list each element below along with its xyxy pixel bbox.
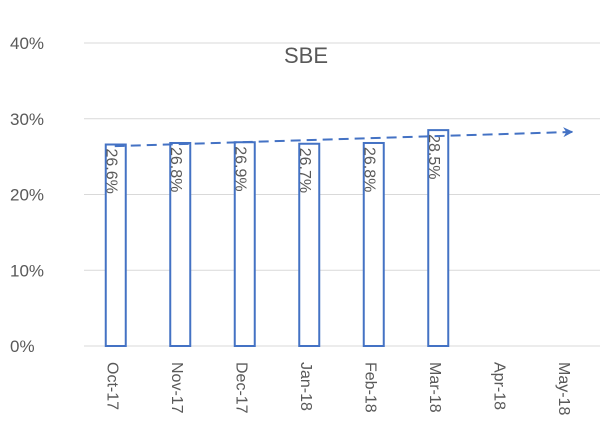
bar (298, 142, 321, 347)
bar (427, 129, 450, 347)
data-label: 26.8% (167, 147, 184, 192)
bar (362, 141, 385, 347)
y-tick-label: 0% (10, 337, 35, 356)
x-tick-label: Jan-18 (297, 362, 314, 411)
gridlines (84, 42, 600, 347)
x-tick-label: Mar-18 (426, 362, 443, 413)
data-label: 26.8% (361, 147, 378, 192)
y-tick-label: 10% (10, 261, 44, 280)
data-label: 26.7% (296, 148, 313, 193)
data-label: 26.6% (103, 149, 120, 194)
bar (169, 141, 192, 347)
y-tick-label: 40% (10, 34, 44, 53)
data-label: 26.9% (232, 146, 249, 191)
x-tick-label: Feb-18 (362, 362, 379, 413)
chart-title: SBE (284, 43, 328, 68)
x-tick-label: Dec-17 (233, 362, 250, 414)
x-axis: Oct-17 Nov-17 Dec-17 Jan-18 Feb-18 Mar-18 Apr-… (104, 362, 573, 415)
y-axis: 0% 10% 20% 30% 40% (10, 34, 44, 356)
bar (104, 143, 127, 347)
y-tick-label: 20% (10, 186, 44, 205)
x-tick-label: Apr-18 (491, 362, 508, 410)
bars: 26.6% 26.8% 26.9% 26.7% 26.8% 28.5% (103, 129, 450, 347)
x-tick-label: May-18 (555, 362, 572, 415)
y-tick-label: 30% (10, 110, 44, 129)
trendline (114, 127, 574, 148)
x-tick-label: Nov-17 (168, 362, 185, 414)
data-label: 28.5% (425, 134, 442, 179)
trendline (114, 127, 574, 148)
x-tick-label: Oct-17 (104, 362, 121, 410)
